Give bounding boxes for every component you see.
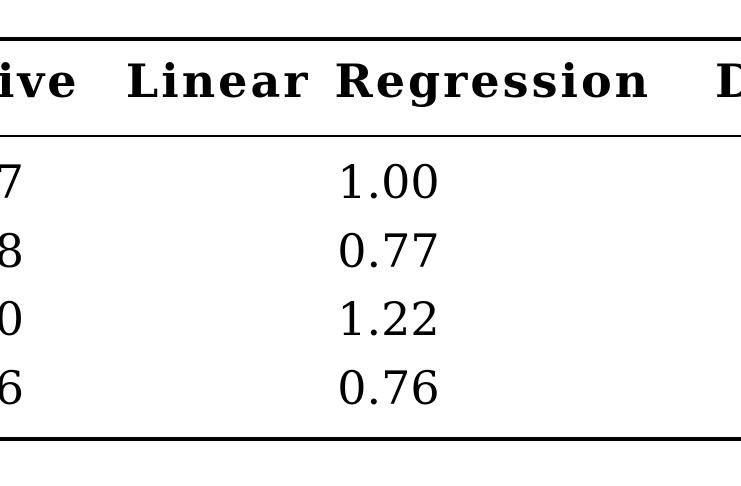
table-row: 6 0.76 xyxy=(0,365,741,411)
table-row: 0 1.22 xyxy=(0,296,741,342)
row-left-value-partial: 0 xyxy=(0,292,24,346)
bottom-rule xyxy=(0,437,741,441)
header-rule xyxy=(0,135,741,137)
row-left-value-partial: 7 xyxy=(0,155,24,209)
top-rule xyxy=(0,37,741,41)
row-center-value: 1.22 xyxy=(337,292,440,346)
row-center-value: 0.76 xyxy=(337,361,440,415)
header-cell-right-partial: D xyxy=(715,54,741,108)
row-center-value: 0.77 xyxy=(337,224,440,278)
header-cell-linear-regression: Linear Regression xyxy=(125,54,652,108)
row-left-value-partial: 6 xyxy=(0,361,24,415)
row-left-value-partial: 8 xyxy=(0,224,24,278)
table-row: 8 0.77 xyxy=(0,228,741,274)
header-cell-naive-partial: ive xyxy=(0,54,80,108)
table-header-row: ive Linear Regression D xyxy=(0,58,741,104)
row-center-value: 1.00 xyxy=(337,155,440,209)
table-row: 7 1.00 xyxy=(0,159,741,205)
